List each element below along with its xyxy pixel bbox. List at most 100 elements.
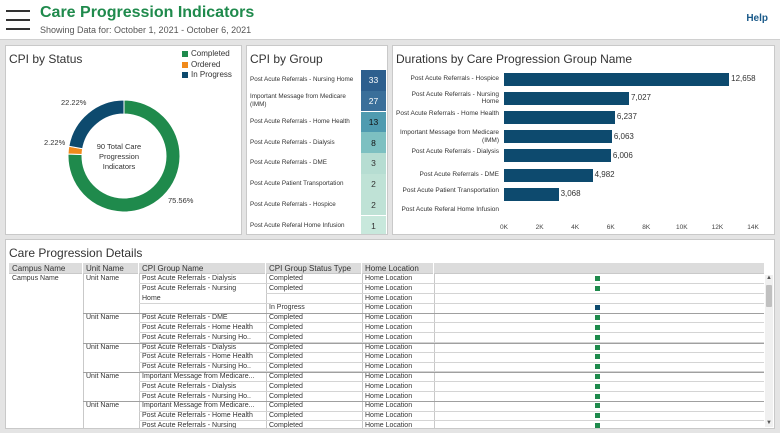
group-name: Post Acute Referrals - DME bbox=[250, 159, 327, 167]
status-mark[interactable] bbox=[595, 383, 600, 389]
status-mark[interactable] bbox=[595, 423, 600, 428]
status-mark[interactable] bbox=[595, 325, 600, 330]
status-mark[interactable] bbox=[595, 315, 600, 321]
status-mark[interactable] bbox=[595, 413, 600, 419]
group-count[interactable]: 27 bbox=[361, 90, 386, 112]
column-divider bbox=[266, 274, 267, 428]
status-mark[interactable] bbox=[595, 334, 600, 340]
group-count[interactable]: 1 bbox=[361, 215, 386, 234]
duration-bar[interactable] bbox=[504, 187, 559, 201]
duration-category-label: Post Acute Referrals - Home Health bbox=[396, 109, 499, 117]
col-unit-name[interactable]: Unit Name bbox=[83, 263, 139, 274]
status-mark[interactable] bbox=[595, 374, 600, 379]
col-cpi-group-name[interactable]: CPI Group Name bbox=[139, 263, 266, 274]
table-row[interactable]: Important Message from Medicare... Comple… bbox=[9, 372, 764, 382]
col-home-location[interactable]: Home Location bbox=[362, 263, 434, 274]
group-row[interactable]: Post Acute Referrals - Home Health 13 bbox=[250, 111, 386, 133]
unit-cell: Unit Name bbox=[86, 314, 120, 322]
status-cell: Completed bbox=[269, 314, 303, 322]
duration-bar[interactable] bbox=[504, 72, 730, 86]
group-row[interactable]: Post Acute Referal Home Infusion 1 bbox=[250, 215, 386, 234]
table-row[interactable]: Post Acute Referrals - Home Health Comple… bbox=[9, 411, 764, 421]
column-divider bbox=[139, 274, 140, 428]
cpi-group-cell: Home bbox=[142, 294, 161, 302]
group-row[interactable]: Post Acute Referrals - Nursing Home 33 bbox=[250, 70, 386, 91]
group-row[interactable]: Post Acute Patient Transportation 2 bbox=[250, 174, 386, 195]
group-name: Post Acute Referrals - Dialysis bbox=[250, 138, 335, 146]
group-row[interactable]: Post Acute Referrals - Dialysis 8 bbox=[250, 132, 386, 153]
status-cell: Completed bbox=[269, 373, 303, 380]
details-panel-title: Care Progression Details bbox=[9, 246, 143, 260]
status-cell: Completed bbox=[269, 363, 303, 371]
home-location-cell: Home Location bbox=[365, 275, 413, 282]
table-row[interactable]: Post Acute Referrals - Home Health Comple… bbox=[9, 323, 764, 333]
status-donut-chart[interactable] bbox=[6, 46, 242, 235]
col-campus-name[interactable]: Campus Name bbox=[9, 263, 83, 274]
duration-bar[interactable] bbox=[504, 91, 629, 105]
status-cell: Completed bbox=[269, 412, 303, 420]
duration-bar[interactable] bbox=[504, 149, 611, 163]
group-row[interactable]: Post Acute Referrals - Hospice 2 bbox=[250, 194, 386, 216]
group-count[interactable]: 33 bbox=[361, 70, 386, 91]
status-mark[interactable] bbox=[595, 344, 600, 350]
status-mark[interactable] bbox=[595, 403, 600, 409]
status-panel-title: CPI by Status bbox=[9, 52, 83, 66]
donut-slice-completed[interactable] bbox=[67, 99, 181, 213]
status-mark[interactable] bbox=[595, 354, 600, 360]
duration-bar[interactable] bbox=[504, 168, 593, 182]
table-row[interactable]: Post Acute Referrals - Nursing Ho.. Compl… bbox=[9, 333, 764, 343]
duration-bar[interactable] bbox=[504, 110, 615, 124]
legend-ordered[interactable]: Ordered bbox=[182, 60, 232, 71]
scroll-up-icon[interactable]: ▲ bbox=[766, 275, 772, 281]
home-location-cell: Home Location bbox=[365, 382, 413, 390]
axis-tick-label: 10K bbox=[676, 224, 688, 231]
group-count[interactable]: 2 bbox=[361, 194, 386, 216]
durations-panel: Durations by Care Progression Group Name… bbox=[392, 45, 775, 235]
status-cell: Completed bbox=[269, 392, 303, 400]
axis-tick-label: 4K bbox=[571, 224, 580, 231]
row-divider bbox=[266, 293, 764, 294]
table-row[interactable]: Post Acute Referrals - Nursing Completed H… bbox=[9, 284, 764, 294]
status-mark[interactable] bbox=[595, 276, 600, 281]
cpi-group-cell: Post Acute Referrals - Dialysis bbox=[142, 343, 237, 351]
legend-in-progress[interactable]: In Progress bbox=[182, 70, 232, 81]
table-row[interactable]: Home Home Location bbox=[9, 294, 764, 304]
status-mark[interactable] bbox=[595, 393, 600, 399]
help-link[interactable]: Help bbox=[746, 13, 768, 24]
table-scrollbar[interactable]: ▲ ▼ bbox=[765, 275, 773, 427]
col-status-type[interactable]: CPI Group Status Type bbox=[266, 263, 362, 274]
status-mark[interactable] bbox=[595, 364, 600, 370]
table-row[interactable]: Post Acute Referrals - Nursing Completed H… bbox=[9, 421, 764, 428]
donut-slice-in-progress[interactable] bbox=[68, 99, 125, 150]
table-row[interactable]: Important Message from Medicare... Comple… bbox=[9, 401, 764, 412]
menu-icon[interactable] bbox=[6, 10, 30, 30]
cpi-group-cell: Post Acute Referrals - Dialysis bbox=[142, 275, 237, 282]
table-row[interactable]: Post Acute Referrals - Dialysis Completed… bbox=[9, 274, 764, 284]
status-cell: Completed bbox=[269, 382, 303, 390]
table-row[interactable]: Post Acute Referrals - Nursing Ho.. Compl… bbox=[9, 392, 764, 402]
status-cell: Completed bbox=[269, 275, 303, 282]
table-row[interactable]: Post Acute Referrals - DME Completed Home … bbox=[9, 313, 764, 323]
scroll-down-icon[interactable]: ▼ bbox=[766, 420, 772, 426]
table-row[interactable]: Post Acute Referrals - Dialysis Completed… bbox=[9, 343, 764, 353]
table-row[interactable]: Post Acute Referrals - Dialysis Completed… bbox=[9, 382, 764, 392]
group-count[interactable]: 2 bbox=[361, 174, 386, 195]
home-location-cell: Home Location bbox=[365, 422, 413, 428]
legend-completed[interactable]: Completed bbox=[182, 49, 232, 60]
table-row[interactable]: Post Acute Referrals - Nursing Ho.. Compl… bbox=[9, 362, 764, 372]
group-count[interactable]: 13 bbox=[361, 111, 386, 133]
table-row[interactable]: In Progress Home Location bbox=[9, 303, 764, 314]
status-mark[interactable] bbox=[595, 285, 600, 291]
table-row[interactable]: Post Acute Referrals - Home Health Comple… bbox=[9, 352, 764, 363]
group-count[interactable]: 8 bbox=[361, 132, 386, 153]
axis-tick-label: 6K bbox=[606, 224, 615, 231]
group-row[interactable]: Important Message from Medicare (IMM) 27 bbox=[250, 90, 386, 112]
group-row[interactable]: Post Acute Referrals - DME 3 bbox=[250, 153, 386, 174]
status-mark[interactable] bbox=[595, 305, 600, 311]
scroll-thumb[interactable] bbox=[766, 285, 772, 307]
group-name: Post Acute Referrals - Nursing Home bbox=[250, 76, 354, 84]
donut-center-text: 90 Total Care Progression Indicators bbox=[96, 142, 142, 171]
row-divider bbox=[139, 283, 764, 284]
duration-bar[interactable] bbox=[504, 130, 612, 144]
group-count[interactable]: 3 bbox=[361, 153, 386, 174]
